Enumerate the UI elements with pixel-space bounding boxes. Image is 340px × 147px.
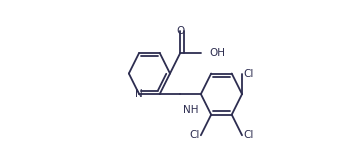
Text: NH: NH	[183, 105, 198, 115]
Text: N: N	[135, 89, 143, 99]
Text: Cl: Cl	[243, 130, 254, 140]
Text: Cl: Cl	[243, 69, 254, 78]
Text: O: O	[176, 26, 184, 36]
Text: OH: OH	[209, 48, 225, 58]
Text: Cl: Cl	[189, 130, 199, 140]
